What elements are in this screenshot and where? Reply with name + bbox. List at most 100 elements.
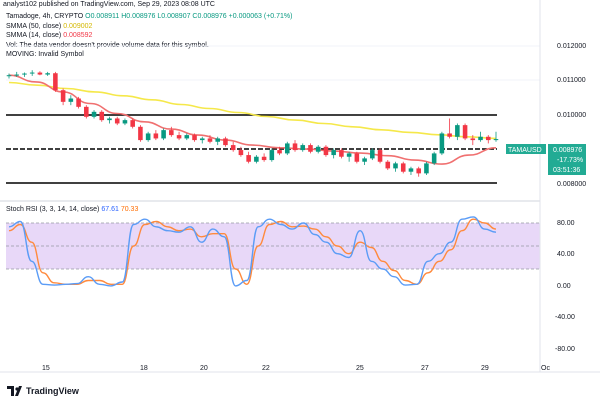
candle-body — [470, 138, 476, 141]
candle-body — [37, 72, 43, 75]
chart-legend: Tamadoge, 4h, CRYPTO O0.008911 H0.008976… — [6, 12, 292, 60]
candle-body — [68, 98, 74, 102]
candle-body — [76, 98, 81, 107]
candle-body — [176, 135, 182, 139]
footer-brand[interactable]: TradingView — [26, 386, 80, 396]
candle-body — [122, 120, 128, 124]
time-tick: 29 — [481, 365, 489, 372]
stoch-k-path — [8, 216, 497, 287]
sma50-label: SMMA (50, close) — [6, 22, 62, 30]
candle-body — [285, 143, 290, 154]
stoch-legend[interactable]: Stoch RSI (3, 3, 14, 14, close) 67.61 70… — [6, 206, 138, 213]
symbol-name[interactable]: Tamadoge, 4h, CRYPTO — [6, 13, 84, 20]
sma14-row[interactable]: SMMA (14, close) 0.008592 — [6, 31, 292, 41]
stoch-tick: -40.00 — [555, 314, 575, 321]
candle-body — [439, 133, 445, 154]
candle-body — [339, 150, 344, 157]
publisher-header: analyst102 published on TradingView.com,… — [0, 0, 600, 9]
time-tick: 25 — [356, 365, 364, 372]
price-tag-symbol-bg — [506, 144, 546, 154]
stoch-k-value: 67.61 — [101, 206, 119, 213]
candlesticks[interactable] — [6, 70, 499, 177]
price-change: +0.000063 (+0.71%) — [228, 13, 293, 20]
candle-body — [14, 74, 20, 76]
candle-body — [145, 133, 151, 141]
time-axis[interactable]: 15 18 20 22 25 27 29 Oc — [42, 365, 550, 372]
sma50-line[interactable] — [8, 81, 497, 140]
candle-body — [377, 150, 383, 162]
sma50-row[interactable]: SMMA (50, close) 0.009002 — [6, 22, 292, 32]
candle-body — [447, 133, 452, 137]
candle-body — [308, 145, 313, 152]
candle-body — [370, 150, 375, 159]
price-tag-countdown: 03:51:36 — [553, 167, 580, 174]
sma14-value: 0.008592 — [63, 32, 93, 40]
price-tag-change: -17.73% — [557, 157, 583, 164]
stoch-tick: 80.00 — [557, 220, 575, 227]
symbol-row: Tamadoge, 4h, CRYPTO O0.008911 H0.008976… — [6, 12, 292, 22]
candle-body — [99, 111, 105, 121]
price-tick: 0.011000 — [557, 77, 586, 84]
stoch-axis[interactable]: 80.00 40.00 0.00 -40.00 -80.00 — [555, 220, 575, 353]
price-tick: 0.008000 — [557, 181, 586, 188]
candle-body — [385, 161, 391, 169]
candle-body — [462, 125, 468, 139]
candle-body — [207, 138, 213, 142]
candle-body — [478, 136, 483, 141]
time-tick: 18 — [140, 365, 148, 372]
sma50-value: 0.009002 — [63, 22, 93, 30]
candle-body — [254, 156, 259, 162]
candle-body — [323, 146, 329, 156]
candle-body — [130, 120, 135, 127]
candle-body — [346, 153, 352, 157]
sma14-line[interactable] — [8, 74, 497, 165]
candle-body — [393, 163, 398, 169]
price-grid — [6, 45, 540, 81]
tradingview-logo-icon[interactable] — [7, 386, 22, 396]
candle-body — [91, 111, 97, 117]
time-tick: Oc — [541, 365, 550, 372]
candle-body — [238, 150, 244, 156]
candle-body — [292, 143, 298, 151]
candle-body — [138, 126, 143, 141]
candle-body — [300, 145, 306, 151]
time-tick: 20 — [200, 365, 208, 372]
moving-note: MOVING: Invalid Symbol — [6, 51, 84, 59]
time-tick: 22 — [262, 365, 270, 372]
candle-body — [184, 135, 190, 139]
candle-body — [455, 125, 460, 137]
candle-body — [60, 90, 66, 102]
time-tick: 15 — [42, 365, 50, 372]
candle-body — [107, 118, 112, 121]
sma50-path — [8, 81, 497, 140]
stoch-tick: -80.00 — [555, 346, 575, 353]
candle-body — [223, 138, 228, 146]
candle-body — [6, 75, 12, 77]
stoch-label: Stoch RSI (3, 3, 14, 14, close) — [6, 206, 100, 213]
price-tag-box-bg — [548, 144, 586, 175]
stoch-d-value: 70.33 — [120, 206, 139, 213]
candle-body — [29, 72, 35, 74]
candle-body — [84, 106, 89, 117]
price-axis[interactable]: 0.012000 0.011000 0.010000 0.008000 — [557, 43, 586, 188]
sma14-path — [8, 74, 497, 165]
candle-body — [424, 163, 429, 174]
candle-body — [114, 118, 120, 124]
candle-body — [153, 133, 159, 139]
stoch-tick: 0.00 — [557, 283, 571, 290]
candle-body — [269, 150, 275, 161]
price-tick: 0.012000 — [557, 43, 586, 50]
horizontal-levels[interactable] — [6, 114, 497, 184]
candle-body — [261, 156, 267, 161]
candle-body — [45, 73, 50, 75]
candle-body — [161, 130, 166, 139]
stoch-lines[interactable] — [8, 216, 497, 287]
candle-body — [485, 136, 491, 141]
candle-body — [315, 146, 321, 152]
price-tag: TAMAUSD 0.008976 -17.73% 03:51:36 — [506, 144, 586, 175]
candle-body — [416, 168, 421, 174]
candle-body — [53, 73, 58, 91]
candle-body — [199, 138, 205, 141]
candle-body — [331, 150, 336, 156]
